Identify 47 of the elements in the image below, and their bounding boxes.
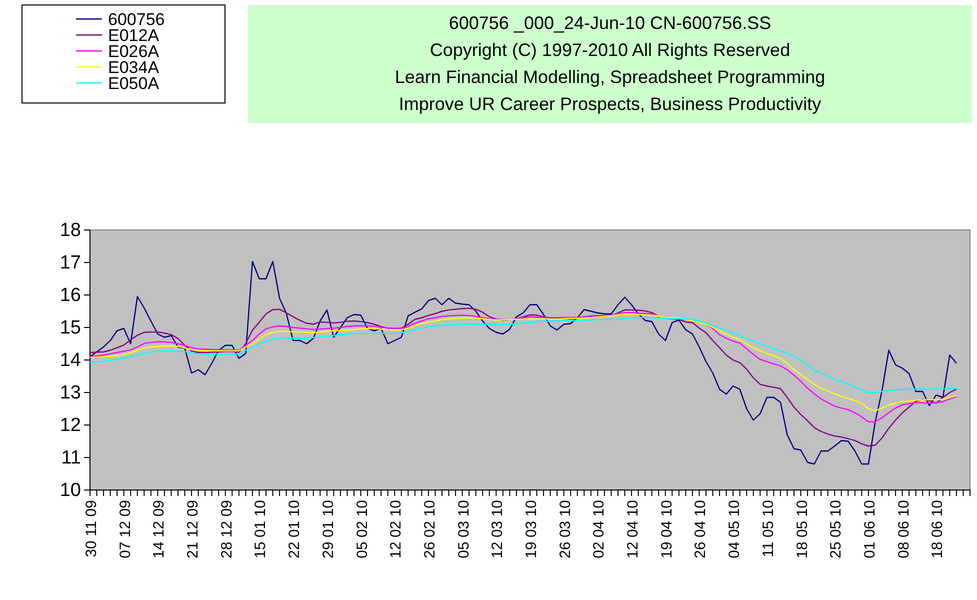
x-tick-label: 07 12 09 <box>116 500 134 558</box>
y-tick-label: 12 <box>60 415 81 436</box>
x-tick-label: 14 12 09 <box>150 500 168 558</box>
x-tick-label: 28 12 09 <box>218 500 236 558</box>
x-tick-label: 26 02 10 <box>421 500 438 558</box>
legend-label: 600756 <box>108 10 165 29</box>
text: Improve UR Career Prospects, Business Productivity <box>398 94 822 114</box>
x-tick-label: 12 04 10 <box>624 500 642 558</box>
text: Copyright (C) 1997-2010 All Rights Reserved <box>430 40 790 60</box>
x-tick-label: 12 02 10 <box>388 500 405 558</box>
legend-label: E034A <box>108 58 160 77</box>
y-tick-label: 16 <box>60 285 81 306</box>
legend-label: E050A <box>108 74 160 93</box>
x-tick-label: 21 12 09 <box>184 500 202 558</box>
text: Learn Financial Modelling, Spreadsheet Programming <box>394 67 826 87</box>
y-tick-label: 13 <box>60 382 81 404</box>
x-tick-label: 25 05 10 <box>828 500 845 558</box>
x-tick-label: 05 03 10 <box>455 500 472 558</box>
y-tick-label: 11 <box>61 448 81 469</box>
legend-label: E026A <box>108 42 160 61</box>
x-tick-label: 02 04 10 <box>590 500 608 558</box>
y-tick-label: 10 <box>60 480 81 502</box>
x-tick-label: 12 03 10 <box>489 500 506 558</box>
y-tick-label: 18 <box>60 220 81 242</box>
x-tick-label: 15 01 10 <box>252 500 270 558</box>
y-tick-label: 17 <box>60 252 81 274</box>
x-tick-label: 29 01 10 <box>320 500 337 558</box>
x-tick-label: 18 05 10 <box>794 500 811 558</box>
x-tick-label: 01 06 10 <box>861 500 878 558</box>
y-tick-label: 15 <box>60 318 81 339</box>
x-tick-label: 04 05 10 <box>726 500 744 558</box>
x-tick-label: 26 03 10 <box>556 500 574 558</box>
line-series <box>89 316 958 394</box>
x-tick-label: 11 05 10 <box>760 500 777 558</box>
line-series <box>89 308 958 447</box>
x-tick-label: 05 02 10 <box>354 500 371 558</box>
x-tick-label: 08 06 10 <box>895 500 912 558</box>
line-series <box>89 260 958 465</box>
y-tick-label: 14 <box>60 350 82 372</box>
x-tick-label: 19 03 10 <box>523 500 540 558</box>
x-tick-label: 26 04 10 <box>692 500 710 558</box>
chart-title: 600756 _000_24-Jun-10 CN-600756.SS <box>448 13 772 33</box>
x-tick-label: 22 01 10 <box>286 500 304 558</box>
legend-label: E012A <box>108 26 160 45</box>
x-tick-label: 18 06 10 <box>929 500 946 558</box>
x-tick-label: 30 11 09 <box>83 500 100 558</box>
x-tick-label: 19 04 10 <box>658 500 676 558</box>
